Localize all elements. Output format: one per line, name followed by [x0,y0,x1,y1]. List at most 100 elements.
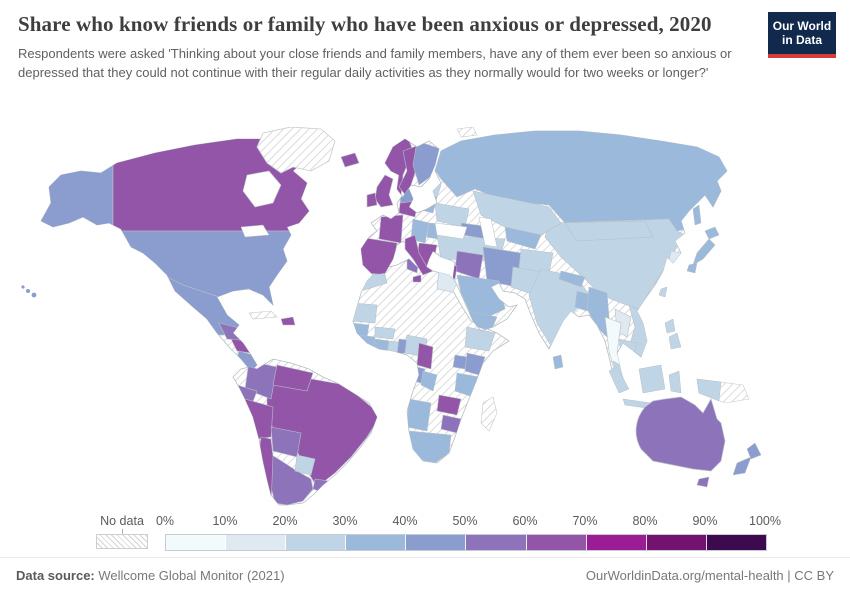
country-italy[interactable] [404,234,434,276]
region-no-data-greenland[interactable] [256,126,336,174]
country-uganda[interactable] [452,354,468,370]
country-ivory-coast[interactable] [372,338,390,356]
russia-sakhalin[interactable] [692,204,702,226]
legend-tick-10: 10% [212,514,238,528]
country-new-zealand-north[interactable] [746,442,762,460]
region-scandinavia [384,138,441,198]
legend-no-data-tick [122,529,123,534]
legend-tick-0: 0% [155,514,175,528]
owid-logo-stripe [768,53,836,58]
country-italy-sicily[interactable] [412,274,422,283]
country-kenya[interactable] [464,352,486,376]
black-sea [434,222,468,240]
country-new-zealand-south[interactable] [732,456,752,476]
legend-tick-20: 20% [272,514,298,528]
country-south-korea[interactable] [668,250,682,266]
country-japan-hokkaido[interactable] [704,226,720,240]
data-source-label: Data source: [16,568,95,583]
country-myanmar[interactable] [586,286,612,342]
legend-bin-50-60[interactable] [466,535,527,550]
country-ireland[interactable] [366,192,378,208]
country-taiwan[interactable] [658,286,668,298]
chart-header: Share who know friends or family who hav… [18,10,758,83]
legend-gradient-bar[interactable] [165,534,767,551]
legend-bin-80-90[interactable] [646,535,707,550]
country-sri-lanka[interactable] [552,354,564,370]
country-namibia[interactable] [406,398,432,432]
hawaii-islands[interactable] [21,285,37,298]
legend-bin-70-80[interactable] [586,535,647,550]
country-baltics[interactable] [420,182,442,198]
great-lakes [240,224,270,238]
country-mauritania[interactable] [353,302,378,324]
owid-logo-line1: Our World [772,19,832,33]
legend-tick-90: 90% [692,514,718,528]
legend-tick-30: 30% [332,514,358,528]
continent-south-america [232,358,378,506]
country-australia-tasmania[interactable] [696,476,710,488]
map-legend: No data 0% 10% 20% 30% 40% 50% 60% 70% 8… [0,512,850,556]
country-ethiopia[interactable] [464,326,496,352]
country-finland[interactable] [412,140,441,186]
country-philippines-mindanao[interactable] [668,332,682,350]
legend-bin-60-70[interactable] [526,535,587,550]
country-indonesia-west-papua[interactable] [696,378,722,402]
continent-north-america [5,126,345,372]
legend-bin-90-100[interactable] [706,535,766,550]
country-uzbekistan[interactable] [504,226,542,250]
legend-bin-40-50[interactable] [406,535,467,550]
country-dominican-republic[interactable] [280,316,296,326]
legend-tick-50: 50% [452,514,478,528]
legend-bin-10-20[interactable] [226,535,287,550]
country-philippines-luzon[interactable] [664,318,676,334]
legend-tick-100: 100% [749,514,781,528]
caspian-sea [478,216,498,248]
legend-no-data-swatch[interactable] [96,534,148,549]
legend-no-data-label: No data [100,514,144,528]
legend-tick-80: 80% [632,514,658,528]
country-indonesia-sumatra[interactable] [608,366,630,394]
country-france[interactable] [378,214,404,244]
legend-bin-0-10[interactable] [166,535,227,550]
country-burkina-faso[interactable] [374,326,396,340]
region-no-data-svalbard[interactable] [456,126,478,138]
chart-subtitle: Respondents were asked 'Thinking about y… [18,46,732,81]
country-poland[interactable] [416,192,438,214]
country-japan-kyushu[interactable] [686,262,698,274]
country-venezuela[interactable] [272,364,314,392]
country-ghana[interactable] [386,340,400,356]
footer-link[interactable]: OurWorldinData.org/mental-health | CC BY [585,568,834,583]
region-no-data-madagascar[interactable] [480,396,498,432]
country-nepal[interactable] [558,270,586,288]
country-indonesia-sulawesi[interactable] [668,370,682,394]
country-australia[interactable] [635,396,726,472]
country-congo[interactable] [420,370,438,392]
country-usa[interactable] [112,230,345,308]
legend-tick-70: 70% [572,514,598,528]
country-cameroon[interactable] [416,342,434,370]
region-no-data-cuba[interactable] [248,310,278,320]
legend-color-bar: 0% 10% 20% 30% 40% 50% 60% 70% 80% 90% 1… [156,512,781,552]
country-alaska[interactable] [5,127,114,268]
legend-bin-20-30[interactable] [286,535,347,550]
country-senegal[interactable] [351,322,370,338]
owid-logo-line2: in Data [781,33,822,48]
country-china[interactable] [544,218,686,310]
country-uk[interactable] [374,174,394,208]
country-iceland[interactable] [340,152,360,168]
owid-logo: Our World in Data [768,12,836,58]
country-zambia[interactable] [436,394,462,416]
country-paraguay[interactable] [294,454,316,476]
country-guinea[interactable] [356,334,376,352]
legend-tick-60: 60% [512,514,538,528]
data-source: Data source: Wellcome Global Monitor (20… [16,568,285,583]
world-map[interactable] [5,126,845,507]
country-japan-honshu[interactable] [692,238,716,266]
country-mongolia[interactable] [564,220,654,242]
country-indonesia-borneo[interactable] [638,364,666,394]
legend-bin-30-40[interactable] [346,535,407,550]
country-south-africa[interactable] [406,430,452,463]
hudson-bay [242,170,282,208]
page-title: Share who know friends or family who hav… [18,12,712,36]
